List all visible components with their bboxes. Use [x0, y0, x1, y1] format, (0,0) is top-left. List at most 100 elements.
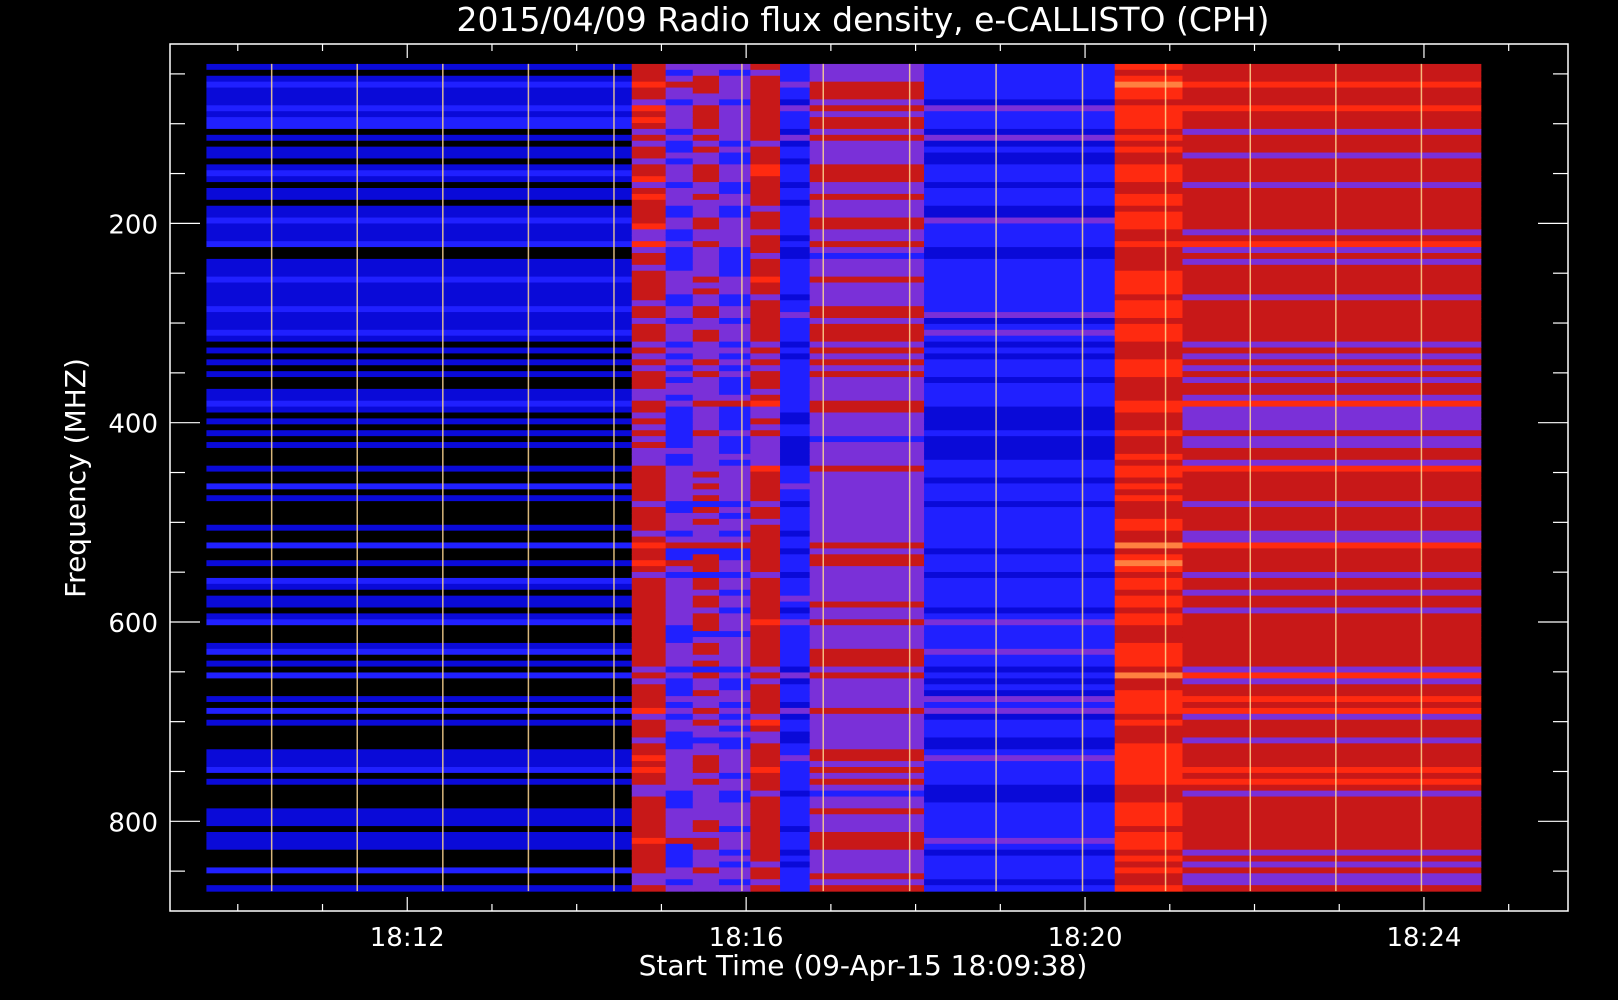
heatmap-cell: [1114, 654, 1184, 662]
heatmap-cell: [719, 796, 751, 804]
heatmap-cell: [924, 217, 1116, 225]
heatmap-cell: [665, 719, 694, 727]
heatmap-cell: [809, 252, 925, 260]
heatmap-cell: [692, 814, 720, 821]
heatmap-cell: [719, 755, 751, 762]
heatmap-cell: [924, 690, 1116, 697]
heatmap-cell: [631, 767, 667, 774]
heatmap-cell: [809, 353, 925, 360]
heatmap-cell: [780, 406, 811, 414]
heatmap-cell: [719, 418, 751, 425]
heatmap-cell: [780, 353, 811, 360]
heatmap-cell: [692, 477, 720, 485]
heatmap-cell: [719, 235, 751, 242]
heatmap-cell: [809, 849, 925, 857]
heatmap-cell: [719, 483, 751, 490]
heatmap-cell: [780, 465, 811, 473]
heatmap-cell: [206, 365, 633, 372]
heatmap-cell: [809, 560, 925, 567]
heatmap-cell: [719, 329, 751, 337]
heatmap-cell: [924, 323, 1116, 331]
heatmap-cell: [206, 684, 633, 691]
heatmap-cell: [1114, 205, 1184, 213]
heatmap-cell: [206, 849, 633, 857]
heatmap-cell: [692, 123, 720, 130]
heatmap-cell: [206, 572, 633, 579]
heatmap-cell: [750, 595, 781, 603]
heatmap-cell: [692, 648, 720, 656]
heatmap-cell: [206, 666, 633, 674]
heatmap-cell: [1182, 637, 1482, 644]
heatmap-cell: [206, 258, 633, 266]
heatmap-cell: [924, 814, 1116, 821]
heatmap-cell: [780, 802, 811, 809]
heatmap-cell: [631, 371, 667, 378]
heatmap-cell: [780, 879, 811, 886]
heatmap-cell: [780, 134, 811, 142]
heatmap-cell: [1114, 412, 1184, 420]
heatmap-cell: [206, 589, 633, 597]
heatmap-cell: [924, 258, 1116, 266]
heatmap-cell: [692, 595, 720, 603]
heatmap-cell: [1114, 306, 1184, 313]
heatmap-cell: [665, 388, 694, 396]
heatmap-cell: [1114, 885, 1184, 892]
heatmap-cell: [924, 347, 1116, 355]
heatmap-cell: [1182, 182, 1482, 189]
heatmap-cell: [1182, 247, 1482, 254]
heatmap-cell: [665, 737, 694, 744]
heatmap-cell: [631, 217, 667, 225]
heatmap-cell: [206, 205, 633, 213]
heatmap-cell: [1114, 123, 1184, 130]
heatmap-cell: [1182, 105, 1482, 112]
heatmap-cell: [750, 725, 781, 733]
heatmap-cell: [809, 235, 925, 242]
heatmap-cell: [719, 831, 751, 839]
heatmap-cell: [1182, 660, 1482, 668]
heatmap-cell: [692, 170, 720, 177]
heatmap-cell: [1114, 548, 1184, 555]
heatmap-cell: [780, 282, 811, 290]
heatmap-cell: [692, 323, 720, 331]
heatmap-cell: [780, 359, 811, 366]
heatmap-cell: [750, 75, 781, 83]
heatmap-cell: [750, 843, 781, 851]
heatmap-cell: [780, 176, 811, 183]
heatmap-cell: [1182, 436, 1482, 443]
heatmap-cell: [692, 453, 720, 461]
heatmap-cell: [809, 873, 925, 880]
heatmap-cell: [809, 306, 925, 313]
heatmap-cell: [1114, 583, 1184, 591]
heatmap-cell: [750, 707, 781, 715]
heatmap-cell: [719, 353, 751, 360]
heatmap-cell: [809, 329, 925, 337]
heatmap-cell: [206, 566, 633, 573]
heatmap-cell: [692, 784, 720, 792]
heatmap-cell: [719, 524, 751, 532]
heatmap-cell: [1114, 105, 1184, 112]
heatmap-cell: [719, 613, 751, 620]
heatmap-cell: [692, 566, 720, 573]
heatmap-cell: [924, 75, 1116, 83]
heatmap-cell: [780, 619, 811, 626]
heatmap-cell: [719, 465, 751, 473]
heatmap-cell: [206, 347, 633, 355]
heatmap-cell: [924, 365, 1116, 372]
heatmap-cell: [1182, 258, 1482, 266]
heatmap-cell: [206, 193, 633, 201]
heatmap-cell: [206, 377, 633, 384]
heatmap-cell: [924, 589, 1116, 597]
heatmap-cell: [692, 406, 720, 414]
heatmap-cell: [1182, 87, 1482, 95]
heatmap-cell: [665, 406, 694, 414]
heatmap-cell: [809, 530, 925, 538]
heatmap-cell: [719, 211, 751, 219]
heatmap-cell: [924, 176, 1116, 183]
heatmap-cell: [692, 772, 720, 780]
heatmap-cell: [719, 176, 751, 183]
heatmap-cell: [780, 105, 811, 112]
heatmap-cell: [1114, 855, 1184, 863]
heatmap-cell: [780, 637, 811, 644]
heatmap-cell: [665, 601, 694, 609]
heatmap-cell: [809, 879, 925, 886]
